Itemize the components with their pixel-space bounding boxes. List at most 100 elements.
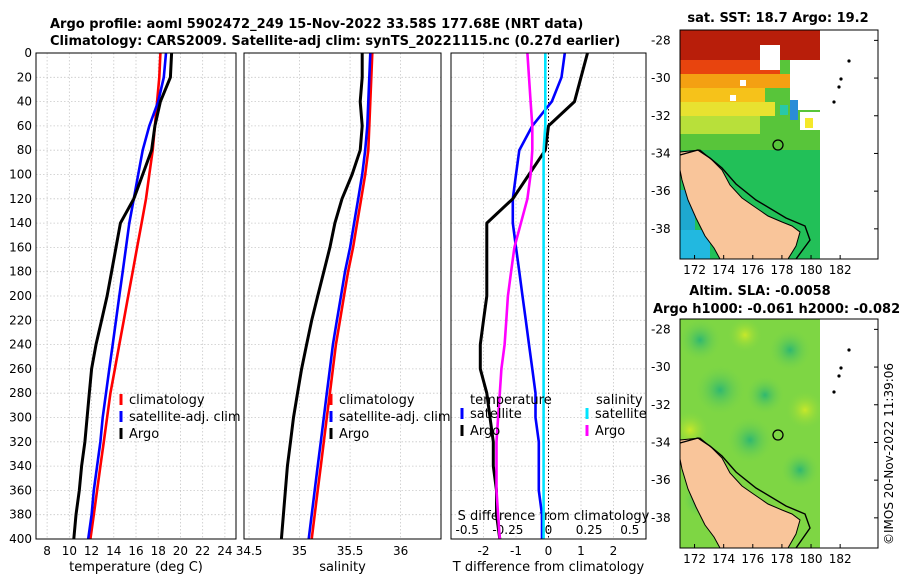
profile-legend: climatology satellite-adj. clim Argo (329, 393, 451, 442)
x-tick-label: 34.5 (236, 544, 263, 558)
sla-map-title-line-2: Argo h1000: -0.061 h2000: -0.082 (653, 302, 900, 317)
x-tick-label: 8 (43, 544, 51, 558)
sla-map: Altim. SLA: -0.0058 Argo h1000: -0.061 h… (651, 284, 900, 566)
series-line-salinity-argo (495, 52, 534, 540)
x-tick-label-top: 0.5 (620, 523, 639, 537)
y-tick-label: 0 (24, 46, 32, 60)
x-tick-label: -1 (510, 544, 522, 558)
y-tick-label: 260 (9, 362, 32, 376)
map-y-tick-label: -28 (651, 322, 671, 336)
legend-label-0: climatology (129, 393, 205, 408)
island-dot (839, 366, 843, 370)
difference-legend: temperature salinitysatelliteArgosatellit… (460, 393, 647, 439)
island-dot (837, 374, 841, 378)
map-y-tick-label: -36 (651, 473, 671, 487)
x-axis-label-top: S difference from climatology (458, 509, 650, 524)
x-tick-label-top: 0 (545, 523, 553, 537)
island-dot (832, 390, 836, 394)
island-dot (847, 59, 851, 63)
series-line-satellite-adj-clim (307, 52, 372, 540)
map-x-tick-label: 180 (800, 263, 823, 277)
sla-map-ticks: 172 174 176 178 180 182 -28 -30 -32 -34 -36 -38 (651, 322, 878, 566)
x-tick-label: 14 (106, 544, 121, 558)
x-tick-label: 22 (195, 544, 210, 558)
y-tick-label: 220 (9, 313, 32, 327)
y-tick-label: 140 (9, 216, 32, 230)
map-y-tick-label: -30 (651, 71, 671, 85)
map-y-tick-label: -32 (651, 398, 671, 412)
figure-title-line-1: Argo profile: aoml 5902472_249 15-Nov-20… (50, 17, 583, 32)
island-dot (832, 100, 836, 104)
y-tick-label: 240 (9, 338, 32, 352)
x-tick-label: 20 (173, 544, 188, 558)
bathymetry-contour-sla (679, 437, 811, 549)
legend-header-temperature: temperature (470, 393, 552, 408)
x-tick-label: 10 (62, 544, 77, 558)
x-tick-label-top: -0.5 (456, 523, 479, 537)
x-axis-label: salinity (319, 560, 366, 575)
y-tick-label: 340 (9, 459, 32, 473)
x-tick-label: 35 (292, 544, 307, 558)
y-tick-label: 40 (17, 95, 32, 109)
x-tick-label: 16 (128, 544, 143, 558)
legend-label-2: Argo (129, 427, 159, 442)
legend-header-salinity: salinity (596, 393, 643, 408)
y-tick-label: 380 (9, 508, 32, 522)
series-line-salinity-satellite (542, 53, 547, 539)
series-line-argo (279, 53, 364, 540)
y-tick-label: 180 (9, 265, 32, 279)
plot-border (243, 52, 442, 540)
sst-map-ticks: 172 174 176 178 180 182 -28 -30 -32 -34 -36 -38 (651, 33, 878, 277)
x-tick-label: 24 (217, 544, 232, 558)
x-axis-label: T difference from climatology (452, 560, 645, 575)
y-tick-label: 100 (9, 168, 32, 182)
series-line-argo (72, 52, 174, 540)
legend-label-1: satellite-adj. clim (129, 410, 241, 425)
series-line-satellite-adj-clim (86, 52, 168, 540)
series-line-temperature-satellite (511, 52, 567, 539)
difference-profile-panel: -2 -1 0 1 2 T difference from climatology S di… (450, 52, 650, 575)
map-x-tick-label: 182 (829, 552, 852, 566)
x-tick-label: 1 (577, 544, 585, 558)
y-tick-label: 400 (9, 532, 32, 546)
temperature-profile-panel: 0 20 40 60 80 100 120 140 160 180 200 220 240 260 280 3… (9, 46, 241, 575)
y-tick-label: 320 (9, 435, 32, 449)
series-line-temperature-argo (478, 52, 589, 540)
y-tick-label: 160 (9, 240, 32, 254)
map-y-tick-label: -36 (651, 184, 671, 198)
land-new-zealand (679, 149, 801, 260)
y-tick-label: 200 (9, 289, 32, 303)
map-x-tick-label: 172 (683, 552, 706, 566)
y-tick-label: 120 (9, 192, 32, 206)
map-x-tick-label: 176 (741, 263, 764, 277)
map-x-tick-label: 182 (829, 263, 852, 277)
y-tick-label: 300 (9, 411, 32, 425)
x-tick-label: 18 (151, 544, 166, 558)
bathymetry-contour (679, 149, 811, 260)
map-x-tick-label: 178 (770, 552, 793, 566)
sst-map: sat. SST: 18.7 Argo: 19.2 (651, 11, 879, 277)
x-axis-label: temperature (deg C) (69, 560, 203, 575)
map-x-tick-label: 178 (770, 263, 793, 277)
figure-title-line-2: Climatology: CARS2009. Satellite-adj cli… (50, 34, 620, 49)
legend-label-1: Argo (470, 424, 500, 439)
sla-map-border (679, 318, 879, 549)
legend-label-0: climatology (339, 393, 415, 408)
map-y-tick-label: -34 (651, 435, 671, 449)
x-tick-label: 12 (84, 544, 99, 558)
map-y-tick-label: -28 (651, 33, 671, 47)
x-tick-label: 0 (545, 544, 553, 558)
y-tick-label: 360 (9, 483, 32, 497)
series-line-climatology (310, 52, 374, 540)
map-y-tick-label: -38 (651, 222, 671, 236)
legend-label-2: Argo (339, 427, 369, 442)
plot-border (450, 52, 647, 540)
map-x-tick-label: 180 (800, 552, 823, 566)
map-y-tick-label: -38 (651, 511, 671, 525)
y-tick-label: 20 (17, 70, 32, 84)
x-tick-label: -2 (478, 544, 490, 558)
map-x-tick-label: 174 (712, 552, 735, 566)
x-tick-label: 2 (610, 544, 618, 558)
legend-label-2: satellite (595, 407, 647, 422)
